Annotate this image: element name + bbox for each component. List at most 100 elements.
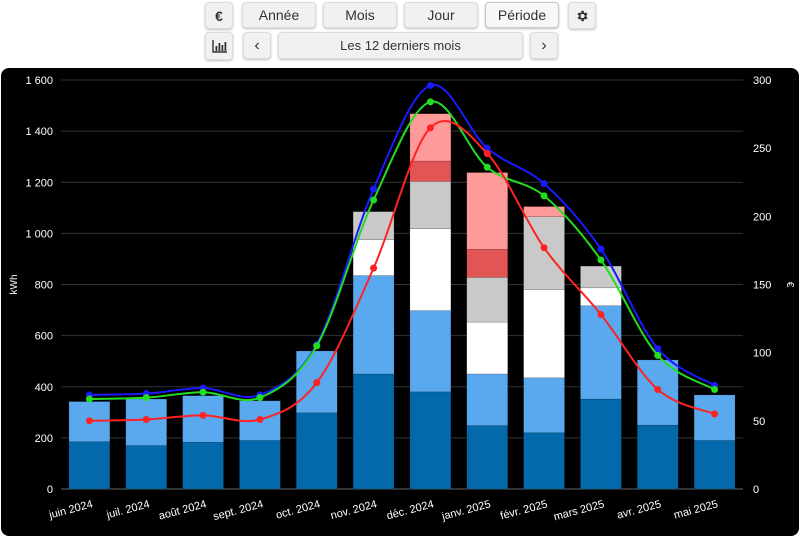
cost-line bbox=[89, 100, 716, 402]
x-tick-label: juin 2024 bbox=[47, 498, 94, 521]
bar-segment bbox=[693, 394, 736, 441]
cost-line-point bbox=[654, 385, 662, 393]
chevron-right-icon: › bbox=[541, 36, 547, 54]
bar-segment bbox=[693, 440, 736, 490]
bar-segment bbox=[580, 305, 622, 400]
cost-line-point bbox=[142, 394, 150, 402]
y-tick-label: 0 bbox=[47, 484, 53, 496]
cost-line-point bbox=[540, 244, 548, 252]
bar-segment bbox=[182, 395, 224, 443]
cost-line-point bbox=[540, 180, 548, 188]
x-tick-label: févr. 2025 bbox=[499, 498, 549, 522]
bar-segment bbox=[523, 377, 565, 434]
y2-tick-label: 0 bbox=[753, 484, 759, 496]
cost-line-point bbox=[370, 196, 378, 204]
bar-chart-icon bbox=[211, 39, 227, 53]
bar-segment bbox=[466, 425, 508, 490]
energy-cost-chart: 0 200 400 600 800 1 000 1 200 1 400 1 600 0 50 100 1… bbox=[9, 75, 795, 523]
bar-segment bbox=[466, 248, 508, 278]
y2-tick-label: 200 bbox=[753, 211, 771, 223]
y2-tick-label: 50 bbox=[753, 416, 765, 428]
y2-tick-label: 100 bbox=[753, 348, 771, 360]
cost-line-point bbox=[426, 81, 434, 89]
period-label[interactable]: Les 12 derniers mois bbox=[278, 32, 523, 59]
cost-line-point bbox=[711, 385, 719, 393]
gear-icon bbox=[577, 10, 588, 21]
cost-line-point bbox=[313, 342, 321, 350]
tab-periode[interactable]: Période bbox=[485, 2, 559, 28]
x-tick-label: janv. 2025 bbox=[440, 498, 492, 523]
cost-line-point bbox=[199, 388, 207, 396]
cost-line-point bbox=[597, 310, 605, 318]
x-tick-label: août 2024 bbox=[157, 498, 207, 522]
cost-line-point bbox=[370, 185, 378, 193]
y-tick-label: 1 200 bbox=[25, 177, 53, 189]
cost-line-point bbox=[597, 256, 605, 264]
bar-segment bbox=[409, 310, 452, 393]
period-label-text: Les 12 derniers mois bbox=[340, 38, 461, 53]
y-tick-label: 1 000 bbox=[25, 228, 53, 240]
cost-line-point bbox=[256, 415, 264, 423]
settings-button[interactable] bbox=[568, 2, 596, 29]
tab-annee-label: Année bbox=[258, 7, 300, 23]
bar-segment bbox=[409, 391, 452, 490]
chevron-left-icon: ‹ bbox=[254, 36, 260, 54]
bar-segment bbox=[409, 228, 452, 311]
tab-jour[interactable]: Jour bbox=[404, 2, 478, 28]
cost-line-point bbox=[85, 395, 93, 403]
y2-axis-title: € bbox=[784, 282, 795, 288]
cost-line-point bbox=[313, 379, 321, 387]
prev-period-button[interactable]: ‹ bbox=[243, 32, 271, 59]
tab-periode-label: Période bbox=[497, 7, 547, 23]
bar-segment bbox=[409, 160, 452, 182]
cost-line-point bbox=[426, 124, 434, 132]
bar-segment bbox=[296, 412, 338, 490]
cost-line-point bbox=[256, 394, 264, 402]
y2-tick-label: 300 bbox=[753, 75, 771, 87]
next-period-button[interactable]: › bbox=[530, 32, 558, 59]
y-tick-label: 1 600 bbox=[25, 75, 53, 87]
y-tick-label: 600 bbox=[35, 331, 53, 343]
cost-line-point bbox=[483, 163, 491, 171]
tab-jour-label: Jour bbox=[427, 7, 455, 23]
bar-segment bbox=[239, 440, 281, 490]
y-tick-label: 200 bbox=[35, 433, 53, 445]
bar-segment bbox=[352, 275, 395, 375]
tab-annee[interactable]: Année bbox=[242, 2, 316, 28]
tab-mois-label: Mois bbox=[345, 7, 375, 23]
currency-button[interactable]: € bbox=[205, 2, 233, 29]
cost-line-point bbox=[426, 98, 434, 106]
cost-line-point bbox=[597, 245, 605, 253]
x-tick-label: avr. 2025 bbox=[616, 498, 663, 521]
bar-segment bbox=[409, 181, 452, 230]
bar-segment bbox=[466, 172, 508, 250]
cost-line bbox=[89, 84, 716, 398]
bar-segment bbox=[68, 401, 111, 442]
cost-line-point bbox=[85, 417, 93, 425]
cost-line-point bbox=[370, 264, 378, 272]
bar-segment bbox=[523, 216, 565, 290]
cost-line-point bbox=[654, 345, 662, 353]
y-tick-label: 800 bbox=[35, 280, 53, 292]
tab-mois[interactable]: Mois bbox=[323, 2, 397, 28]
x-tick-label: mai 2025 bbox=[673, 498, 720, 521]
y2-tick-label: 150 bbox=[753, 280, 771, 292]
y-tick-label: 400 bbox=[35, 382, 53, 394]
bar-segment bbox=[466, 277, 508, 323]
bar-segment bbox=[466, 373, 508, 426]
cost-line-point bbox=[483, 144, 491, 152]
bar-segment bbox=[125, 445, 167, 490]
bar-segment bbox=[466, 321, 508, 375]
y2-tick-label: 250 bbox=[753, 143, 771, 155]
cost-line-point bbox=[142, 415, 150, 423]
cost-line-point bbox=[654, 351, 662, 359]
bar-segment bbox=[68, 441, 111, 490]
chart-panel: 0 200 400 600 800 1 000 1 200 1 400 1 600 0 50 100 1… bbox=[1, 68, 799, 536]
y-axis-title: kWh bbox=[9, 275, 20, 295]
chart-type-button[interactable] bbox=[205, 32, 233, 60]
bar-segment bbox=[182, 441, 224, 490]
cost-line-point bbox=[483, 150, 491, 158]
x-tick-label: nov. 2024 bbox=[329, 498, 378, 522]
cost-line-point bbox=[540, 192, 548, 200]
x-tick-label: sept. 2024 bbox=[212, 498, 265, 523]
